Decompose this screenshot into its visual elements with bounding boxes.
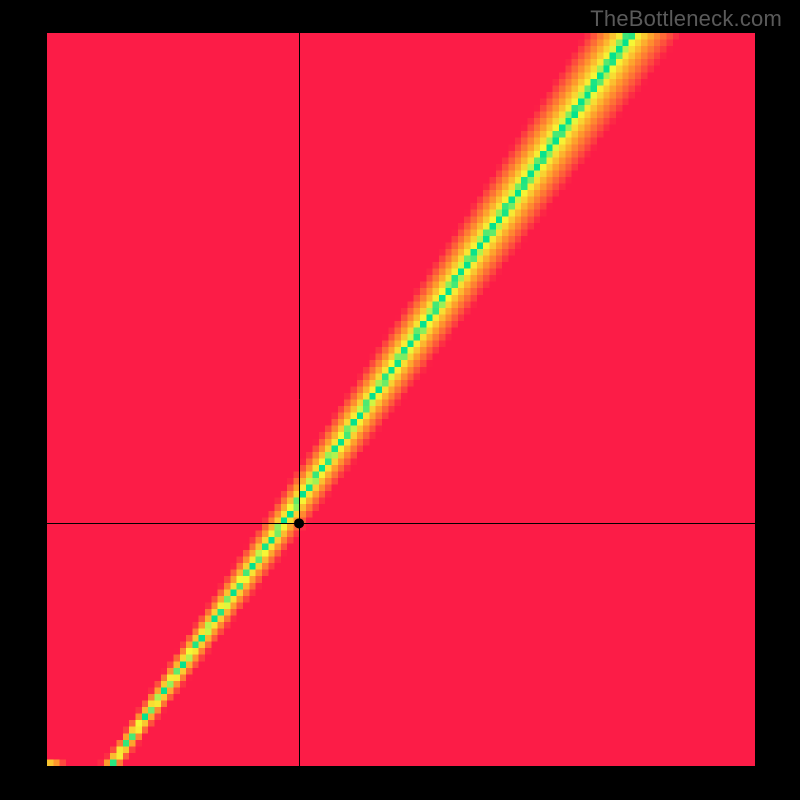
watermark-text: TheBottleneck.com xyxy=(590,6,782,32)
heatmap-overlay xyxy=(47,33,755,766)
